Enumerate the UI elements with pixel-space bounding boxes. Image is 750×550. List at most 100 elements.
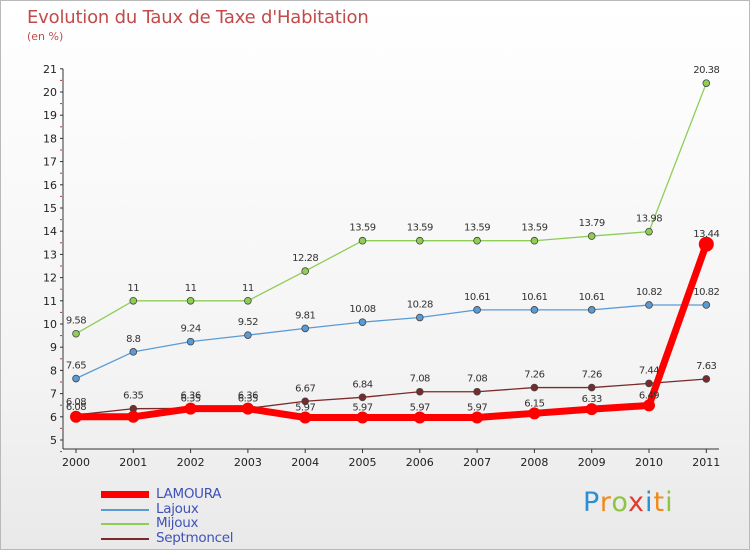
chart-unit-label: (en %) [27,30,64,43]
data-label: 6.08 [66,402,86,413]
y-tick-label: 6 [50,411,57,424]
data-point [645,301,653,309]
x-tick-label: 2001 [119,456,147,469]
x-tick-label: 2005 [349,456,377,469]
data-point [356,411,369,424]
data-label: 6.84 [352,379,372,390]
data-label: 10.08 [349,304,375,315]
data-label: 9.81 [295,310,315,321]
data-label: 10.82 [636,287,662,298]
data-point [587,232,596,240]
data-label: 6.49 [639,390,659,401]
data-point [129,296,138,305]
data-point [413,411,426,424]
y-tick-label: 21 [43,63,57,76]
legend-swatch [101,523,149,525]
data-label: 10.61 [521,292,547,303]
y-tick-label: 12 [43,272,57,285]
y-tick-label: 5 [50,434,57,447]
data-point [358,393,367,402]
series-line [76,243,710,421]
series-lajoux [72,301,711,383]
data-point [415,236,424,245]
chart-legend: LAMOURA Lajoux Mijoux Septmoncel [101,486,361,546]
y-tick-label: 18 [43,132,57,145]
data-point [528,407,541,420]
data-point [530,383,539,392]
data-label: 11 [185,283,197,294]
data-label: 11 [127,283,139,294]
data-point [299,411,312,424]
y-tick-label: 7 [50,388,57,401]
chart-title: Evolution du Taux de Taxe d'Habitation [27,7,369,28]
data-label: 6.35 [238,394,258,405]
data-label: 7.08 [410,374,430,385]
data-label: 13.59 [464,223,490,234]
data-label: 6.67 [295,383,315,394]
x-tick-label: 2010 [635,456,663,469]
x-tick-label: 2006 [406,456,434,469]
data-point [244,331,252,339]
x-tick-label: 2003 [234,456,262,469]
legend-item-lajoux: Lajoux [101,500,361,517]
data-point [415,313,424,322]
legend-swatch [101,508,149,511]
data-point [358,318,367,326]
data-point [72,329,80,338]
data-point [587,306,596,314]
legend-label: LAMOURA [156,486,222,502]
y-tick-label: 16 [43,179,57,192]
data-point [72,374,80,383]
data-label: 7.65 [66,361,86,372]
data-point [587,383,596,392]
series-mijoux [72,79,711,338]
data-label: 8.8 [126,334,141,345]
data-point [70,410,82,423]
logo-letter: t [653,487,666,518]
logo-letter: o [611,487,629,518]
data-point [301,397,310,406]
y-tick-label: 15 [43,202,57,215]
x-tick-label: 2000 [62,456,90,469]
data-point [127,410,140,423]
series-line [75,82,707,335]
data-point [698,236,714,252]
x-tick-label: 2009 [578,456,606,469]
data-label: 13.44 [693,229,719,240]
legend-label: Mijoux [156,515,199,531]
data-label: 6.33 [582,394,602,405]
data-label: 6.15 [524,398,544,409]
data-label: 7.08 [467,374,487,385]
data-point [643,399,655,412]
data-label: 5.97 [410,402,430,413]
y-tick-label: 20 [43,86,57,99]
data-label: 7.44 [639,365,659,376]
y-tick-label: 8 [50,364,57,377]
data-point [471,411,484,424]
data-label: 5.97 [295,402,315,413]
data-point [241,402,254,415]
x-tick-label: 2011 [692,456,720,469]
data-label: 6.35 [123,391,143,402]
y-tick-label: 19 [43,109,57,122]
data-label: 6.35 [180,394,200,405]
data-label: 6.36 [180,390,200,401]
data-label: 7.63 [696,361,716,372]
y-tick-label: 13 [43,248,57,261]
y-tick-label: 14 [43,225,57,238]
legend-label: Lajoux [156,500,199,517]
data-point [184,402,197,415]
data-label: 11 [242,283,254,294]
logo-letter: P [583,487,600,518]
y-tick-label: 10 [43,318,57,331]
data-label: 12.28 [292,253,318,264]
data-point [301,324,310,333]
data-label: 9.52 [238,317,258,328]
logo-letter: i [665,487,674,518]
legend-item-septmoncel: Septmoncel [101,530,361,546]
data-point [702,375,711,383]
data-label: 13.98 [636,214,662,225]
legend-item-mijoux: Mijoux [101,515,361,531]
data-label: 13.79 [579,218,605,229]
